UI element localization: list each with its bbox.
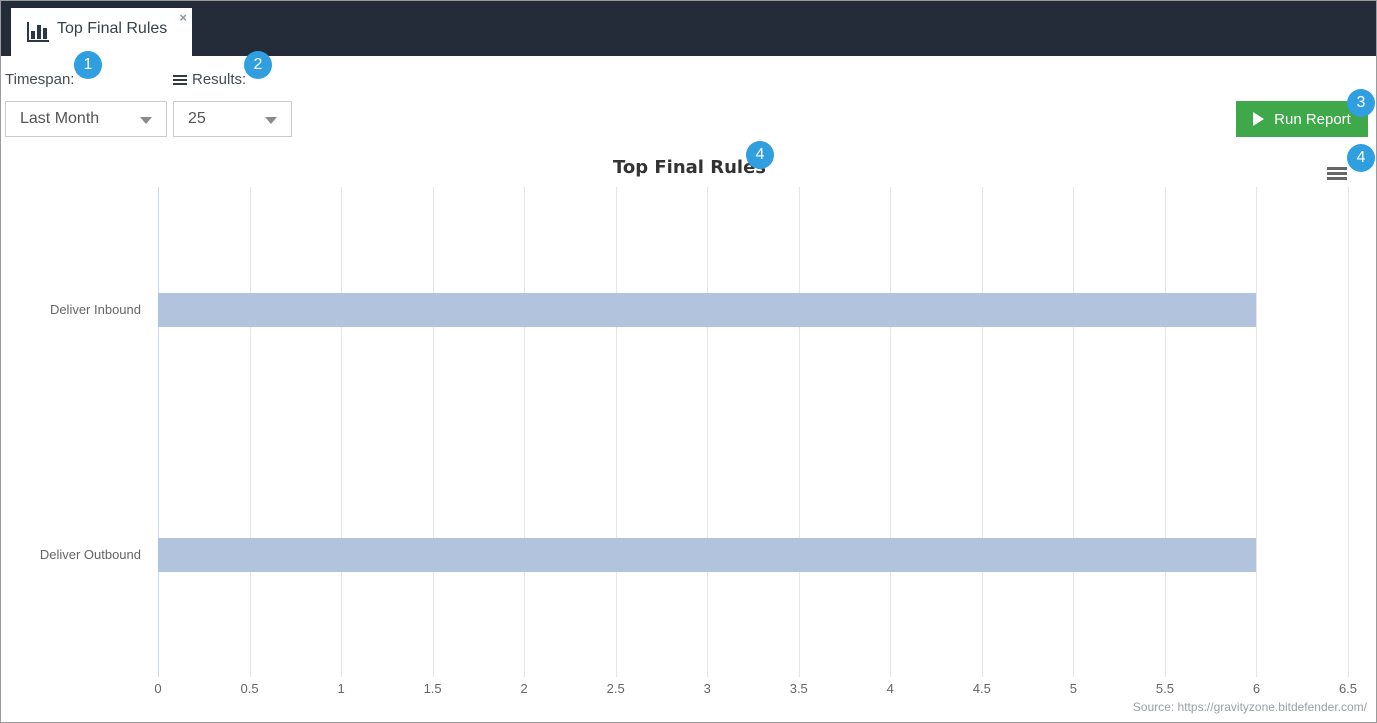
tab-close-icon[interactable]: × (179, 10, 187, 25)
x-axis-tick-label: 0 (154, 681, 162, 696)
bar-chart-icon (27, 22, 49, 42)
x-axis-tick-label: 2.5 (606, 681, 625, 696)
x-axis-tick-label: 0.5 (240, 681, 259, 696)
gridline (249, 187, 251, 677)
tab-label: Top Final Rules (57, 20, 168, 37)
results-label: Results: (192, 71, 247, 88)
gridline (798, 187, 800, 677)
gridline (1073, 187, 1075, 677)
run-report-label: Run Report (1274, 110, 1351, 128)
results-select[interactable]: 25 (173, 101, 292, 137)
y-axis-line (158, 187, 159, 677)
gridline (1164, 187, 1166, 677)
chart-title: Top Final Rules (612, 157, 767, 178)
x-axis-tick-label: 5.5 (1155, 681, 1174, 696)
bar-deliver-outbound (158, 537, 1257, 572)
callout-badge-4-menu: 4 (1347, 144, 1375, 172)
callout-badge-1: 1 (74, 51, 102, 79)
x-axis-tick-label: 3 (703, 681, 711, 696)
tab-top-final-rules[interactable]: Top Final Rules × (11, 8, 192, 56)
timespan-selected-value: Last Month (20, 110, 100, 127)
x-axis-tick-label: 4 (886, 681, 894, 696)
gridline (981, 187, 983, 677)
gridline (890, 187, 892, 677)
run-report-button[interactable]: Run Report (1236, 101, 1368, 137)
x-axis-tick-label: 5 (1069, 681, 1077, 696)
x-axis-tick-label: 6.5 (1338, 681, 1358, 696)
results-selected-value: 25 (188, 110, 206, 127)
gridline (615, 187, 617, 677)
gridline (707, 187, 709, 677)
gridline (432, 187, 434, 677)
timespan-label: Timespan: (5, 71, 75, 88)
x-axis-tick-label: 3.5 (789, 681, 808, 696)
gridline (1256, 187, 1258, 677)
x-axis-tick-label: 6 (1252, 681, 1261, 696)
list-icon (173, 73, 187, 87)
results-label-group: Results: (173, 71, 246, 88)
callout-badge-3: 3 (1347, 89, 1375, 117)
chevron-down-icon (265, 117, 277, 124)
category-label: Deliver Outbound (39, 546, 141, 562)
play-icon (1253, 112, 1265, 126)
gridline (341, 187, 343, 677)
x-axis-tick-label: 1.5 (423, 681, 442, 696)
gridline (1348, 187, 1349, 677)
chevron-down-icon (140, 117, 152, 124)
chart-export-menu-icon[interactable] (1327, 167, 1347, 183)
x-axis-tick-label: 4.5 (972, 681, 991, 696)
callout-badge-4-title: 4 (746, 141, 774, 169)
callout-badge-2: 2 (244, 51, 272, 79)
app-header: Top Final Rules × (1, 1, 1376, 56)
x-axis-tick-label: 1 (337, 681, 345, 696)
source-text: Source: https://gravityzone.bitdefender.… (1132, 700, 1367, 714)
x-axis-tick-label: 2 (520, 681, 528, 696)
timespan-select[interactable]: Last Month (5, 101, 167, 137)
bar-deliver-inbound (158, 292, 1257, 327)
plot-area (158, 187, 1349, 677)
category-label: Deliver Inbound (49, 301, 141, 317)
gridline (524, 187, 526, 677)
